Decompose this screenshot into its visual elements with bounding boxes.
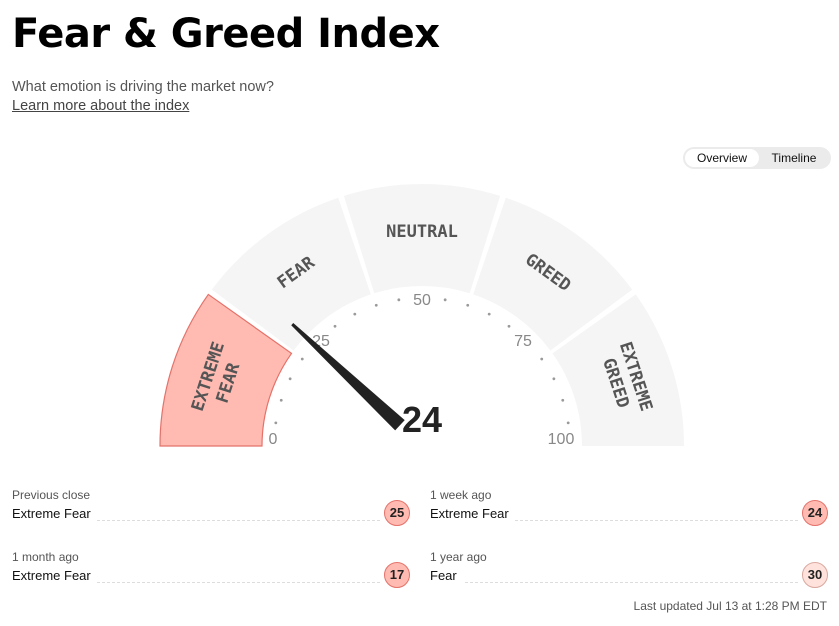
stat-divider xyxy=(12,582,380,583)
gauge-tick-label: 75 xyxy=(514,333,532,350)
learn-more-link[interactable]: Learn more about the index xyxy=(12,98,190,114)
stat-divider xyxy=(12,520,380,521)
gauge-center-hub xyxy=(370,394,474,460)
gauge-segment-neutral xyxy=(343,184,501,294)
stat-label: 1 year ago xyxy=(430,550,487,564)
stat-1-week-ago: 1 week ago Extreme Fear 24 xyxy=(430,488,828,532)
stat-value: Extreme Fear xyxy=(12,568,97,583)
stat-value: Extreme Fear xyxy=(12,506,97,521)
gauge-scale-dot xyxy=(487,312,491,316)
stat-previous-close: Previous close Extreme Fear 25 xyxy=(12,488,410,532)
stat-score-badge: 17 xyxy=(384,562,410,588)
gauge-segment-extreme-fear xyxy=(159,293,293,447)
page-subtitle: What emotion is driving the market now? xyxy=(12,79,274,95)
gauge-value: 24 xyxy=(402,399,442,440)
gauge-needle xyxy=(291,323,405,431)
gauge-scale-dot xyxy=(333,324,337,328)
view-toggle: Overview Timeline xyxy=(683,147,831,169)
stat-score-badge: 30 xyxy=(802,562,828,588)
gauge-segment-fear xyxy=(211,197,371,351)
gauge-scale-dot xyxy=(300,357,304,361)
gauge-segment-label: NEUTRAL xyxy=(386,222,458,242)
gauge-segment-extreme-greed xyxy=(552,294,684,446)
stat-label: 1 month ago xyxy=(12,550,79,564)
stat-value: Fear xyxy=(430,568,463,583)
gauge-scale-dot xyxy=(466,303,470,307)
gauge-scale-dot xyxy=(540,357,544,361)
gauge-scale-dot xyxy=(274,421,278,425)
gauge-scale-dot xyxy=(561,398,565,402)
page-title: Fear & Greed Index xyxy=(12,11,440,57)
gauge-scale-dot xyxy=(507,324,511,328)
last-updated-timestamp: Last updated Jul 13 at 1:28 PM EDT xyxy=(633,599,827,613)
gauge-tick-label: 50 xyxy=(413,292,431,309)
stat-1-year-ago: 1 year ago Fear 30 xyxy=(430,550,828,594)
stat-score-badge: 25 xyxy=(384,500,410,526)
gauge-scale-dot xyxy=(443,298,447,302)
stat-1-month-ago: 1 month ago Extreme Fear 17 xyxy=(12,550,410,594)
gauge-scale-dot xyxy=(397,298,401,302)
stat-divider xyxy=(430,520,798,521)
gauge-segment-greed xyxy=(473,197,633,351)
stat-label: 1 week ago xyxy=(430,488,492,502)
stat-label: Previous close xyxy=(12,488,91,502)
fear-greed-gauge: EXTREMEFEARFEARNEUTRALGREEDEXTREMEGREED … xyxy=(159,184,684,460)
overview-toggle-button[interactable]: Overview xyxy=(685,149,759,167)
gauge-scale-dot xyxy=(279,398,283,402)
stat-score-badge: 24 xyxy=(802,500,828,526)
gauge-scale-dot xyxy=(374,303,378,307)
gauge-scale-dot xyxy=(288,377,292,381)
gauge-tick-label: 0 xyxy=(269,431,278,448)
gauge-scale-dot xyxy=(353,312,357,316)
timeline-toggle-button[interactable]: Timeline xyxy=(771,151,817,165)
gauge-scale-dot xyxy=(552,377,556,381)
gauge-scale-dot xyxy=(566,421,570,425)
stat-value: Extreme Fear xyxy=(430,506,515,521)
gauge-tick-label: 100 xyxy=(548,431,575,448)
stat-divider xyxy=(430,582,798,583)
